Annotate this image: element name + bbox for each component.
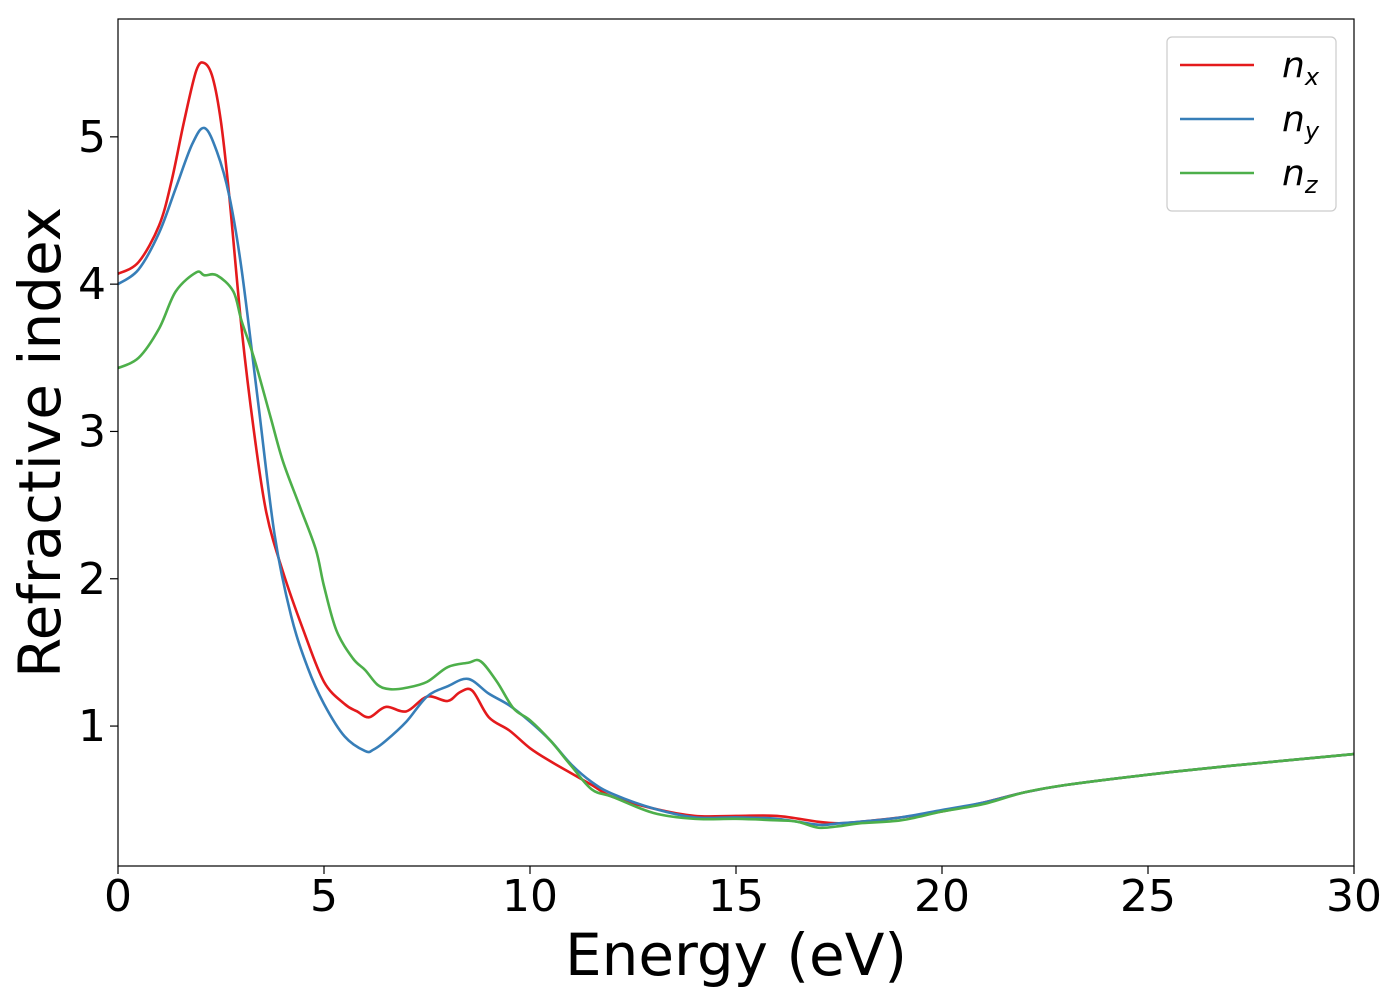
x-tick-label: 5 (310, 871, 338, 922)
x-tick-label: 15 (708, 871, 764, 922)
legend-label-x: nx (1282, 45, 1320, 91)
y-tick-label: 3 (78, 406, 106, 457)
legend-label-y: ny (1282, 99, 1320, 145)
y-tick-label: 1 (78, 701, 106, 752)
x-axis-label: Energy (eV) (565, 921, 907, 989)
legend-label-z: nz (1282, 153, 1319, 199)
y-tick-label: 5 (78, 112, 106, 163)
y-axis-label: Refractive index (6, 207, 74, 678)
y-tick-label: 2 (78, 554, 106, 605)
series-layer (117, 61, 1355, 830)
x-tick-label: 30 (1326, 871, 1382, 922)
x-tick-label: 20 (914, 871, 970, 922)
series-line-y (117, 126, 1355, 827)
y-tick-label: 4 (78, 259, 106, 310)
x-tick-label: 10 (502, 871, 558, 922)
x-axis-ticks: 0 5 10 15 20 25 30 (104, 866, 1382, 922)
legend: nx ny nz (1166, 36, 1337, 212)
x-tick-label: 25 (1120, 871, 1176, 922)
x-tick-label: 0 (104, 871, 132, 922)
series-line-z (117, 270, 1355, 830)
y-axis-ticks: 1 2 3 4 5 (78, 112, 118, 752)
legend-box (1166, 36, 1337, 212)
